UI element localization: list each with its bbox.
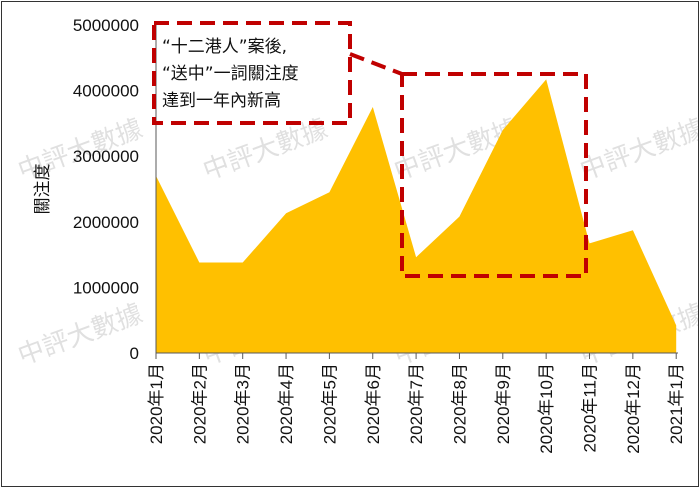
- annotation-line-2: “送中”一詞關注度: [162, 64, 299, 84]
- annotation-connector: [349, 52, 403, 76]
- x-tick-label: 2020年9月: [494, 363, 513, 444]
- x-tick-label: 2020年10月: [537, 363, 556, 454]
- y-tick-label: 2000000: [73, 213, 139, 232]
- x-tick-label: 2020年4月: [277, 363, 296, 444]
- x-tick-label: 2020年7月: [407, 363, 426, 444]
- x-tick-label: 2020年3月: [234, 363, 253, 444]
- x-tick-label: 2020年8月: [450, 363, 469, 444]
- y-axis-title: 關注度: [33, 164, 53, 215]
- y-tick-label: 5000000: [73, 16, 139, 35]
- y-tick-label: 4000000: [73, 82, 139, 101]
- annotation-line-1: “十二港人”案後,: [162, 37, 287, 57]
- x-tick-label: 2021年1月: [667, 363, 686, 444]
- x-tick-labels: 2020年1月 2020年2月 2020年3月 2020年4月 2020年5月 2020年…: [147, 353, 686, 454]
- x-tick-label: 2020年5月: [320, 363, 339, 444]
- watermark-text: 中評大數據: [576, 114, 699, 187]
- y-tick-labels: 0 1000000 2000000 3000000 4000000 5000000: [73, 16, 139, 363]
- y-tick-label: 0: [130, 344, 139, 363]
- annotation-line-3: 達到一年內新高: [162, 91, 281, 111]
- x-tick-label: 2020年2月: [190, 363, 209, 444]
- x-tick-label: 2020年1月: [147, 363, 166, 444]
- x-tick-label: 2020年6月: [364, 363, 383, 444]
- y-tick-label: 1000000: [73, 278, 139, 297]
- area-series: [156, 79, 677, 354]
- x-tick-label: 2020年11月: [581, 363, 600, 452]
- watermark-text: 中評大數據: [14, 299, 146, 372]
- annotation-box: [152, 21, 352, 125]
- x-tick-label: 2020年12月: [624, 363, 643, 454]
- y-tick-label: 3000000: [73, 147, 139, 166]
- highlight-box: [400, 72, 588, 278]
